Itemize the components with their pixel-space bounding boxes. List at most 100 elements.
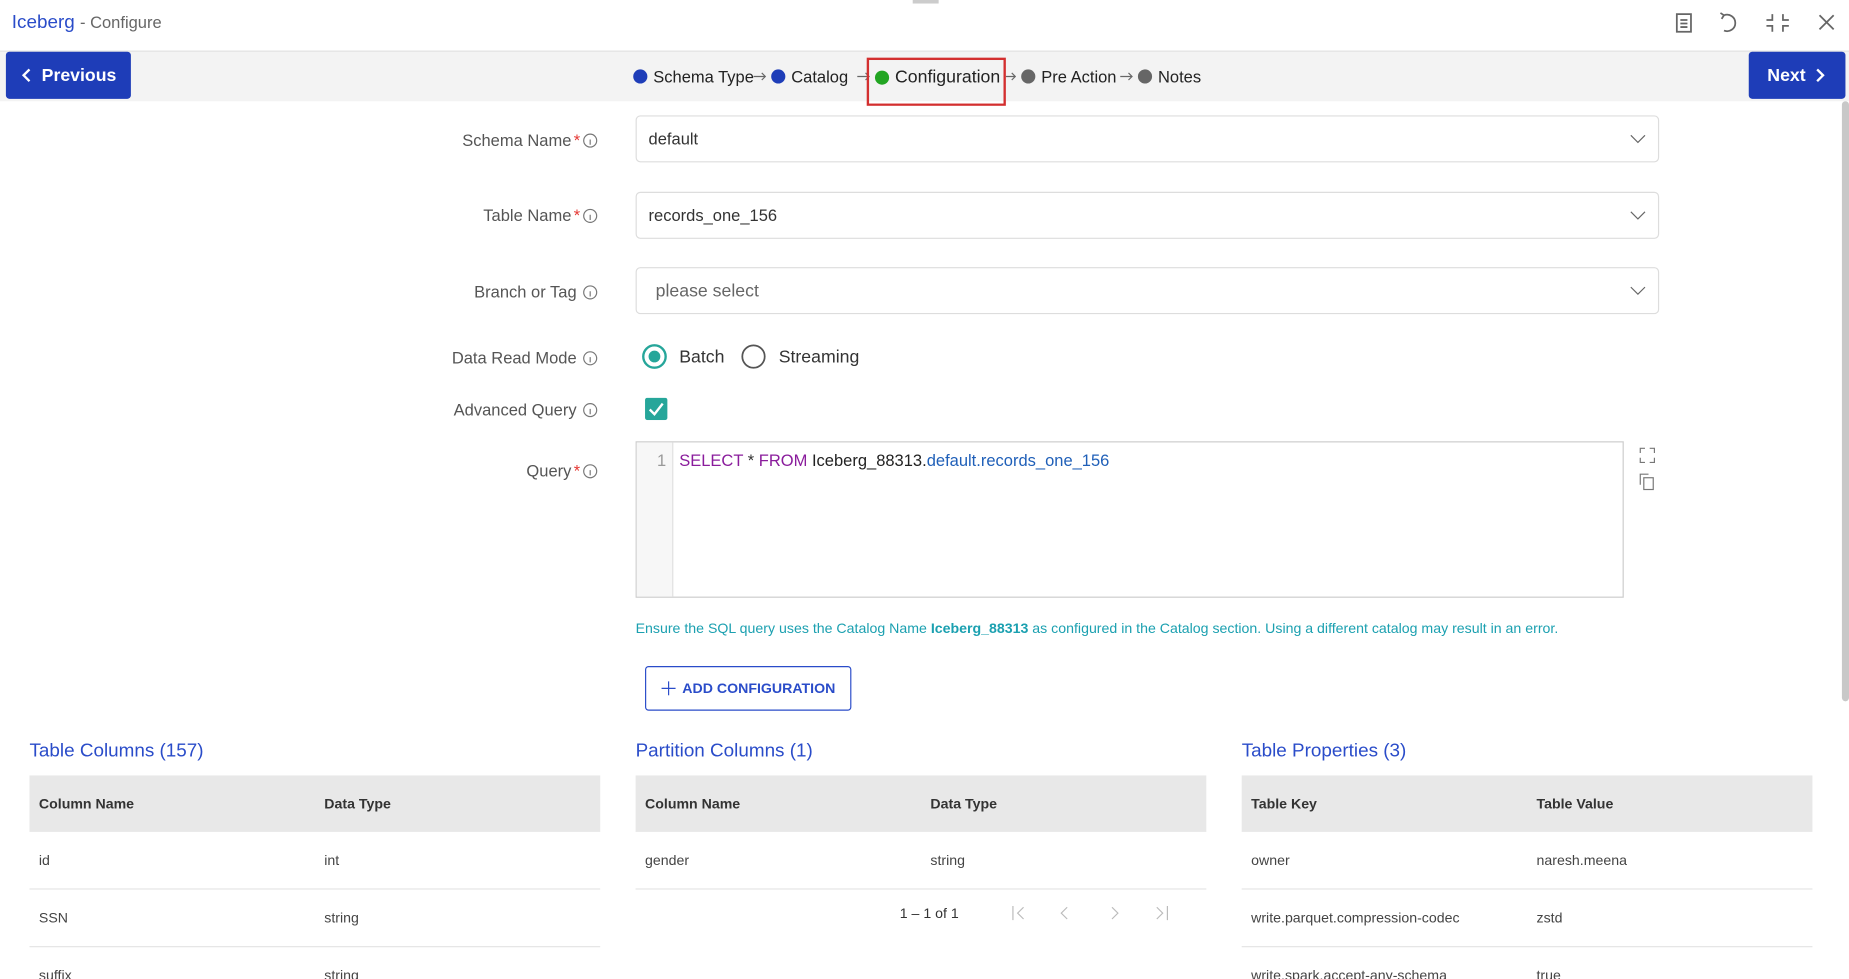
clipboard-icon[interactable] bbox=[1675, 13, 1692, 33]
header-cell: Data Type bbox=[324, 795, 391, 812]
prev-page[interactable] bbox=[1060, 906, 1068, 920]
next-button[interactable]: Next bbox=[1748, 51, 1846, 99]
hint-text: Ensure the SQL query uses the Catalog Na… bbox=[635, 620, 931, 637]
schema-select[interactable]: default bbox=[635, 115, 1660, 163]
chevron-down bbox=[1630, 211, 1646, 220]
minimize-icon[interactable] bbox=[1766, 14, 1789, 32]
table-panel: Table Columns (157) Column Name Data Type… bbox=[29, 741, 601, 979]
cell: suffix bbox=[38, 967, 72, 979]
table-title: Table Columns (157) bbox=[29, 741, 204, 762]
table-row: write.parquet.compression-codec zstd bbox=[1241, 890, 1813, 948]
step-label: Notes bbox=[1157, 67, 1202, 86]
cell: owner bbox=[1251, 851, 1290, 869]
code-editor[interactable]: 1 SELECT * FROM Iceberg_88313.default.re… bbox=[635, 441, 1624, 598]
step-label: Configuration bbox=[895, 67, 1001, 88]
header-cell: Column Name bbox=[645, 795, 741, 812]
scrollbar[interactable] bbox=[1841, 101, 1849, 702]
range-label: 1 – 1 of 1 bbox=[899, 904, 959, 922]
cell: write.parquet.compression-codec bbox=[1251, 909, 1460, 927]
field-label: Table Name * bbox=[483, 206, 598, 225]
step[interactable]: Catalog bbox=[771, 67, 848, 86]
step[interactable]: Schema Type bbox=[633, 67, 754, 86]
table-header: Table Key Table Value bbox=[1241, 775, 1813, 832]
step-label: Pre Action bbox=[1041, 67, 1117, 86]
keyword: SELECT bbox=[679, 450, 744, 470]
cell: string bbox=[930, 851, 965, 869]
close-icon[interactable] bbox=[1818, 14, 1835, 31]
table-row: gender string bbox=[635, 832, 1207, 890]
cell: zstd bbox=[1536, 909, 1563, 927]
cell: gender bbox=[645, 851, 690, 869]
code-line: SELECT * FROM Iceberg_88313.default.reco… bbox=[679, 451, 1109, 470]
gutter: 1 bbox=[636, 442, 674, 597]
table-row: SSN string bbox=[29, 890, 601, 948]
table-row: owner naresh.meena bbox=[1241, 832, 1813, 890]
title: Iceberg bbox=[11, 12, 75, 33]
info-icon bbox=[583, 402, 598, 417]
placeholder: please select bbox=[655, 280, 759, 301]
hint-text: as configured in the Catalog section. Us… bbox=[1028, 620, 1559, 637]
label-text: Table Name bbox=[483, 205, 572, 225]
table-title: Partition Columns (1) bbox=[635, 741, 813, 762]
required-mark: * bbox=[573, 205, 581, 225]
previous-button[interactable]: Previous bbox=[5, 51, 131, 99]
step[interactable]: Pre Action bbox=[1021, 67, 1116, 86]
branch-select[interactable]: please select bbox=[635, 267, 1660, 315]
step[interactable]: Configuration bbox=[874, 67, 1001, 88]
token: Iceberg_88313. bbox=[811, 450, 927, 470]
table-panel: Partition Columns (1) Column Name Data Ty… bbox=[635, 741, 1207, 937]
table-select[interactable]: records_one_156 bbox=[635, 191, 1660, 239]
header-cell: Column Name bbox=[38, 795, 135, 812]
hint: Ensure the SQL query uses the Catalog Na… bbox=[636, 620, 1559, 636]
line-number: 1 bbox=[657, 450, 667, 470]
field-label: Data Read Mode bbox=[452, 348, 598, 367]
field-label: Query * bbox=[526, 461, 598, 481]
radio-group: Batch Streaming bbox=[641, 344, 859, 370]
chevron-down bbox=[1630, 134, 1646, 144]
cell: naresh.meena bbox=[1536, 851, 1627, 869]
chevron-down bbox=[1630, 286, 1646, 296]
header-cell: Table Value bbox=[1536, 795, 1614, 812]
step[interactable]: Notes bbox=[1137, 67, 1202, 86]
add-configuration-button[interactable]: ADD CONFIGURATION bbox=[645, 666, 852, 711]
page-buttons bbox=[1012, 906, 1169, 921]
chevron-right bbox=[1816, 68, 1826, 83]
checkbox[interactable] bbox=[645, 397, 668, 421]
select-value: records_one_156 bbox=[648, 205, 778, 225]
button-label: ADD CONFIGURATION bbox=[682, 680, 836, 697]
drag-handle[interactable] bbox=[912, 0, 939, 4]
field-label: Branch or Tag bbox=[474, 282, 598, 301]
plus-icon bbox=[661, 681, 676, 696]
next-page[interactable] bbox=[1111, 906, 1119, 920]
copy-icon[interactable] bbox=[1639, 473, 1654, 491]
field-label: Schema Name * bbox=[462, 130, 598, 150]
reset-icon[interactable] bbox=[1719, 12, 1737, 33]
step-arrows bbox=[753, 57, 1133, 106]
select-value: default bbox=[648, 129, 699, 149]
token: default.records_one_156 bbox=[926, 450, 1110, 470]
required-mark: * bbox=[573, 461, 581, 481]
paginator: 1 – 1 of 1 bbox=[636, 890, 1207, 937]
table-row: write.spark.accept-any-schema true bbox=[1242, 947, 1813, 979]
cell: id bbox=[38, 851, 50, 869]
fullscreen-icon[interactable] bbox=[1639, 447, 1656, 464]
label-text: Branch or Tag bbox=[474, 282, 577, 302]
cell: int bbox=[324, 851, 340, 869]
info-icon bbox=[583, 132, 598, 148]
radio-checked[interactable] bbox=[641, 344, 667, 370]
hint-catalog: Iceberg_88313 bbox=[930, 620, 1029, 637]
radio[interactable] bbox=[741, 344, 767, 370]
label-text: Schema Name bbox=[462, 130, 572, 150]
label-text: Advanced Query bbox=[453, 400, 577, 419]
cell: write.spark.accept-any-schema bbox=[1251, 967, 1447, 979]
radio-label: Batch bbox=[679, 346, 725, 367]
last-page[interactable] bbox=[1156, 906, 1169, 921]
first-page[interactable] bbox=[1012, 906, 1025, 921]
header: Iceberg - Configure bbox=[0, 0, 1849, 52]
table-row: suffix string bbox=[29, 947, 600, 979]
label-text: Data Read Mode bbox=[451, 348, 577, 368]
step-label: Schema Type bbox=[653, 67, 754, 86]
cell: string bbox=[324, 909, 359, 927]
